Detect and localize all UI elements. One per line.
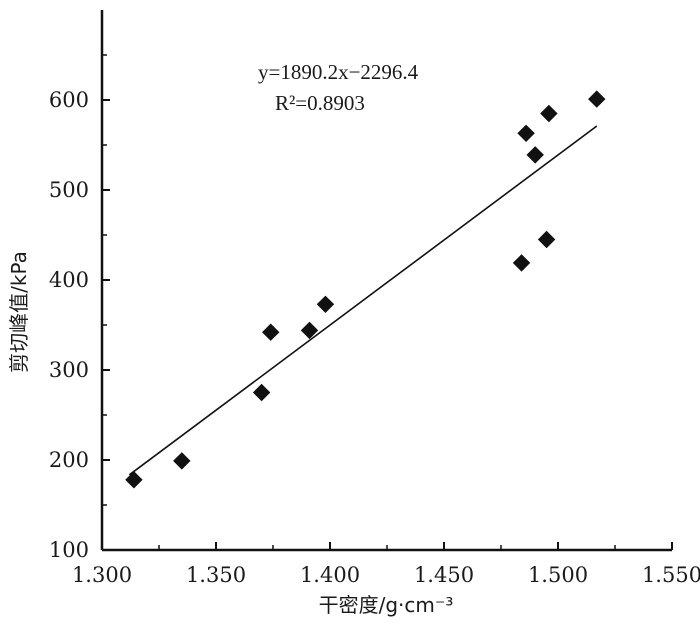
r-squared-label: R²=0.8903 [275, 91, 365, 115]
data-point [540, 104, 558, 123]
x-tick-label: 1.450 [414, 563, 474, 587]
data-point [173, 452, 191, 470]
y-tick-label: 100 [49, 538, 89, 562]
y-tick-label: 200 [49, 448, 89, 472]
x-tick-label: 1.550 [642, 563, 700, 587]
y-tick-label: 400 [49, 268, 89, 292]
y-axis-title: 剪切峰值/kPa [7, 251, 31, 373]
data-point [588, 90, 606, 108]
x-tick-label: 1.350 [186, 563, 246, 587]
trendline-group [128, 125, 598, 476]
y-tick-label: 300 [49, 358, 89, 382]
x-axis-title: 干密度/g·cm⁻³ [319, 593, 454, 617]
ticks: 1.300 1.350 1.400 1.450 1.500 1.550 100 200 300 4… [49, 54, 700, 587]
data-point [125, 471, 143, 489]
data-point [252, 383, 271, 402]
trendline [128, 125, 598, 476]
data-point [262, 323, 280, 341]
data-point [517, 124, 535, 143]
data-point [537, 230, 556, 249]
data-point [316, 295, 335, 314]
axes [100, 10, 672, 552]
x-tick-label: 1.400 [300, 563, 360, 587]
trend-equation: y=1890.2x−2296.4 [258, 60, 419, 84]
data-point [300, 321, 319, 340]
data-point [512, 254, 531, 272]
x-tick-label: 1.500 [528, 563, 588, 587]
data-point [526, 146, 544, 164]
x-tick-label: 1.300 [72, 563, 132, 587]
data-points [125, 90, 606, 489]
y-tick-label: 500 [49, 178, 89, 202]
y-tick-label: 600 [49, 88, 89, 112]
